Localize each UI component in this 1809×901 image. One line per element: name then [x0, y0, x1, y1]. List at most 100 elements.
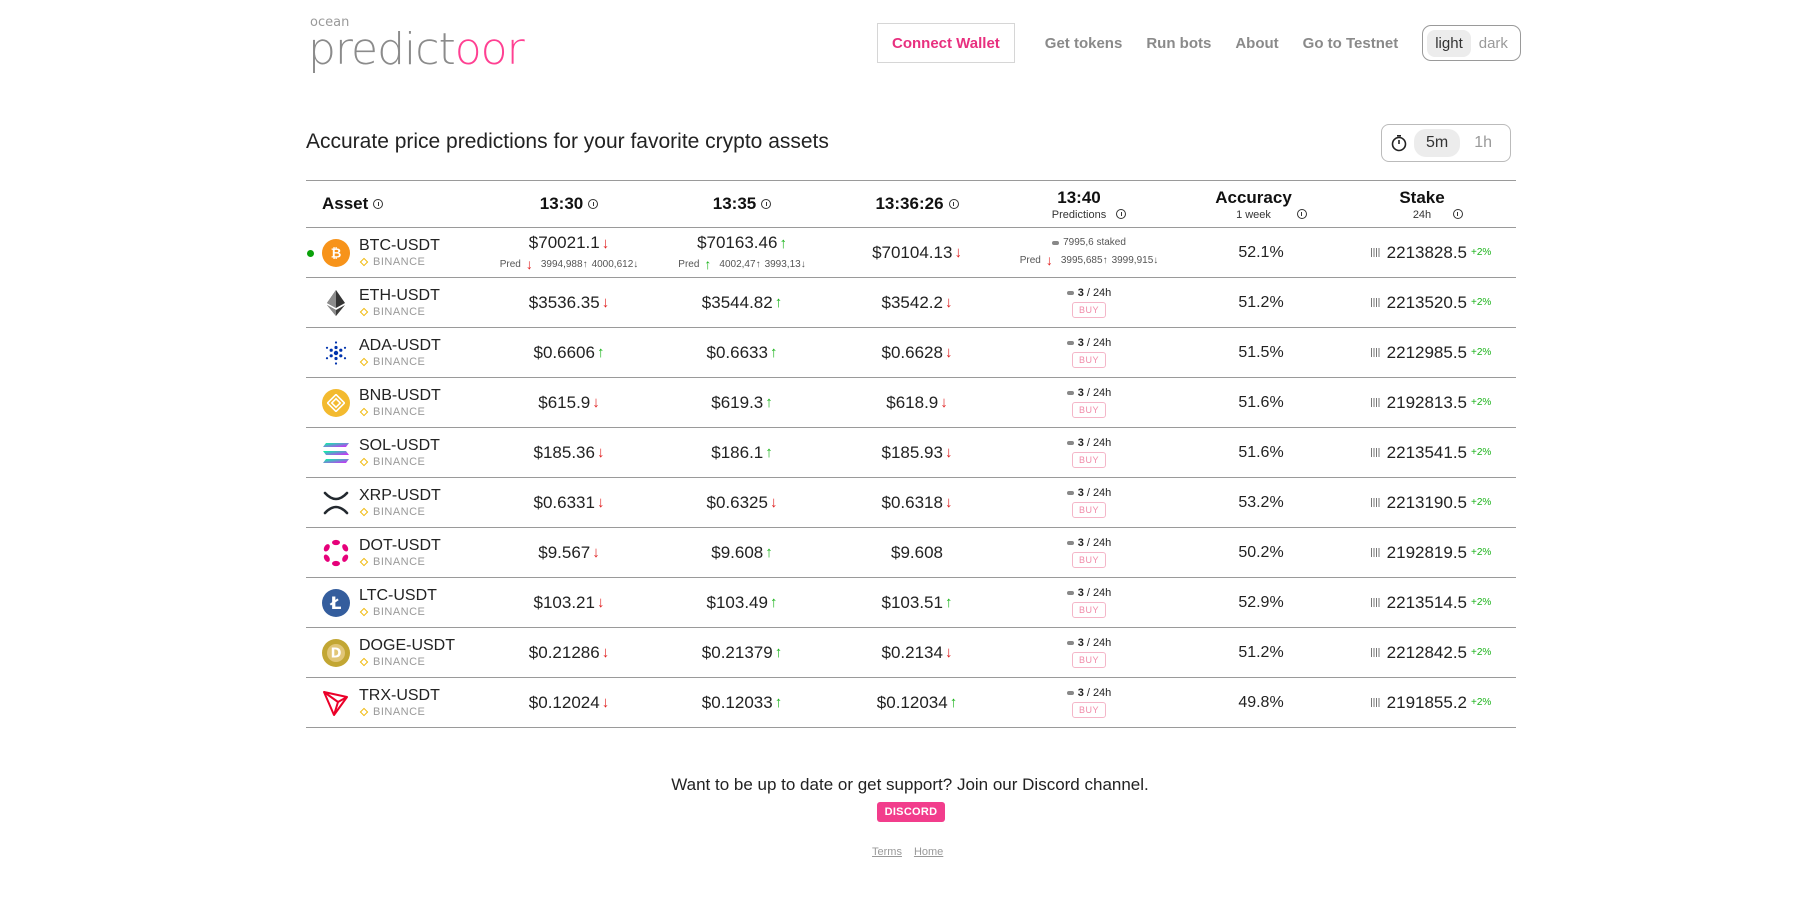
buy-button[interactable]: BUY [1071, 702, 1106, 718]
table-row[interactable]: D DOGE-USDT BINANCE $0.21286 ↓ $0.21379 ↑ $… [306, 628, 1516, 678]
logo-ocean-text: ocean [310, 15, 350, 30]
asset-name: LTC-USDT [359, 587, 437, 604]
predictoor-logo[interactable]: ocean predictoor [308, 15, 525, 75]
stopwatch-icon [1386, 134, 1412, 152]
nav-get-tokens[interactable]: Get tokens [1044, 34, 1123, 52]
buy-button[interactable]: BUY [1071, 602, 1106, 618]
page-tagline: Accurate price predictions for your favo… [306, 130, 829, 153]
xrp-icon [322, 489, 350, 517]
arrow-down-icon: ↓ [592, 394, 600, 411]
table-row[interactable]: DOT-USDT BINANCE $9.567 ↓ $9.608 ↑ $9.608 3… [306, 528, 1516, 578]
header-predictions: 13:40Predictionsi [1002, 181, 1176, 227]
buy-button[interactable]: BUY [1071, 402, 1106, 418]
info-icon[interactable]: i [1452, 208, 1463, 219]
arrow-down-icon: ↓ [954, 244, 962, 261]
theme-light-option[interactable]: light [1427, 29, 1471, 57]
arrow-down-icon: ↓ [944, 494, 953, 511]
header-asset: Asseti [306, 181, 486, 227]
binance-icon [359, 307, 369, 317]
predictions-table: Asseti 13:30i 13:35i 13:36:26i 13:40Pred… [306, 180, 1516, 728]
stake-icon [1370, 448, 1381, 457]
table-row[interactable]: TRX-USDT BINANCE $0.12024 ↓ $0.12033 ↑ $0.1… [306, 678, 1516, 728]
footer-links: Terms Home [872, 846, 955, 858]
stake-icon [1370, 698, 1381, 707]
interval-1h-option[interactable]: 1h [1474, 134, 1493, 151]
arrow-down-icon: ↓ [944, 644, 953, 661]
stake-icon [1370, 498, 1381, 507]
table-row[interactable]: BNB-USDT BINANCE $615.9 ↓ $619.3 ↑ $618.9 ↓ … [306, 378, 1516, 428]
binance-icon [359, 257, 369, 267]
header-time-3: 13:36:26i [832, 181, 1002, 227]
terms-link[interactable]: Terms [872, 846, 902, 858]
exchange-name: BINANCE [373, 256, 426, 268]
btc-icon: ₿ [322, 238, 350, 267]
arrow-down-icon: ↓ [596, 494, 605, 511]
nav-go-to-testnet[interactable]: Go to Testnet [1302, 34, 1399, 52]
buy-button[interactable]: BUY [1071, 552, 1106, 568]
arrow-down-icon: ↓ [601, 294, 610, 311]
asset-name: ETH-USDT [359, 287, 440, 304]
binance-icon [359, 657, 369, 667]
arrow-up-icon: ↑ [944, 594, 953, 611]
arrow-down-icon: ↓ [940, 394, 948, 411]
info-icon[interactable]: i [761, 199, 772, 209]
svg-text:D: D [331, 646, 342, 661]
nav-run-bots[interactable]: Run bots [1146, 34, 1212, 52]
info-icon[interactable]: i [1296, 208, 1307, 219]
coin-stack-icon [1066, 341, 1074, 345]
arrow-up-icon: ↑ [765, 444, 773, 461]
sol-icon [322, 439, 350, 467]
arrow-down-icon: ↓ [596, 444, 605, 461]
top-nav: Connect Wallet Get tokens Run bots About… [877, 23, 1521, 63]
info-icon[interactable]: i [948, 199, 959, 209]
table-row[interactable]: ADA-USDT BINANCE $0.6606 ↑ $0.6633 ↑ $0.662… [306, 328, 1516, 378]
buy-button[interactable]: BUY [1071, 302, 1106, 318]
discord-button[interactable]: DISCORD [877, 802, 945, 822]
price-value: $70021.1 [528, 233, 600, 252]
stake-icon [1370, 648, 1381, 657]
footer-text: Want to be up to date or get support? Jo… [671, 775, 1149, 794]
stake-change: +2% [1471, 247, 1492, 258]
home-link[interactable]: Home [913, 846, 944, 858]
binance-icon [359, 507, 369, 517]
svg-text:Ł: Ł [330, 594, 342, 612]
arrow-up-icon: ↑ [769, 594, 778, 611]
ada-icon [322, 339, 350, 367]
info-icon[interactable]: i [373, 199, 384, 209]
nav-about[interactable]: About [1235, 34, 1279, 52]
coin-stack-icon [1066, 591, 1074, 595]
table-row[interactable]: ₿ BTC-USDT BINANCE $70021.1 ↓ Pred ↓ 3994,9… [306, 228, 1516, 278]
coin-stack-icon [1066, 541, 1074, 545]
arrow-down-icon: ↓ [601, 234, 610, 252]
theme-dark-option[interactable]: dark [1478, 34, 1508, 52]
table-row[interactable]: SOL-USDT BINANCE $185.36 ↓ $186.1 ↑ $185.93… [306, 428, 1516, 478]
live-indicator [307, 250, 314, 257]
stake-icon [1370, 248, 1381, 257]
logo-wordmark: predictoor [308, 24, 525, 75]
arrow-up-icon: ↑ [765, 394, 773, 411]
coin-stack-icon [1066, 491, 1074, 495]
table-row[interactable]: XRP-USDT BINANCE $0.6331 ↓ $0.6325 ↓ $0.631… [306, 478, 1516, 528]
info-icon[interactable]: i [1116, 208, 1127, 219]
buy-button[interactable]: BUY [1071, 452, 1106, 468]
trx-icon [322, 689, 350, 717]
stake-icon [1370, 298, 1381, 307]
table-row[interactable]: Ł LTC-USDT BINANCE $103.21 ↓ $103.49 ↑ $103… [306, 578, 1516, 628]
buy-button[interactable]: BUY [1071, 352, 1106, 368]
arrow-up-icon: ↑ [774, 694, 783, 711]
arrow-up-icon: ↑ [779, 234, 787, 252]
binance-icon [359, 557, 369, 567]
binance-icon [359, 357, 369, 367]
interval-5m-option[interactable]: 5m [1414, 129, 1461, 157]
buy-button[interactable]: BUY [1071, 502, 1106, 518]
coin-stack-icon [1052, 240, 1060, 245]
stake-icon [1370, 548, 1381, 557]
arrow-down-icon: ↓ [944, 344, 953, 361]
buy-button[interactable]: BUY [1071, 652, 1106, 668]
table-header-row: Asseti 13:30i 13:35i 13:36:26i 13:40Pred… [306, 181, 1516, 228]
info-icon[interactable]: i [588, 199, 599, 209]
table-row[interactable]: ETH-USDT BINANCE $3536.35 ↓ $3544.82 ↑ $354… [306, 278, 1516, 328]
asset-name: SOL-USDT [359, 437, 440, 454]
connect-wallet-button[interactable]: Connect Wallet [877, 23, 1015, 63]
